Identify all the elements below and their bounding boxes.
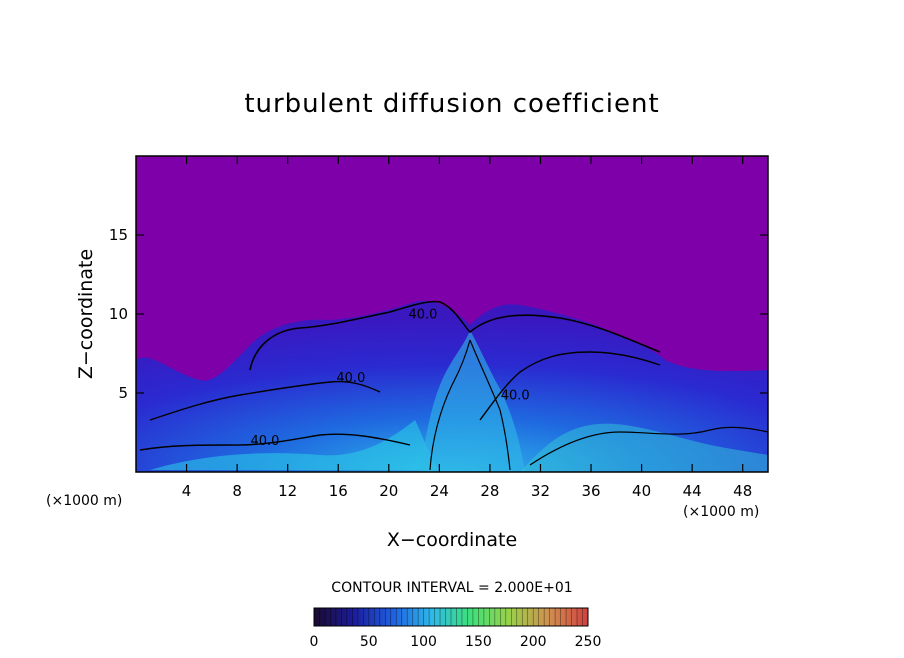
x-tick-label: 8 xyxy=(232,482,242,500)
y-tick-label: 15 xyxy=(109,226,128,244)
contour-40-mid xyxy=(149,380,381,421)
x-tick-label: 4 xyxy=(182,482,192,500)
y-axis-ticks: 5 10 15 xyxy=(109,226,768,402)
right-surface-turbulence xyxy=(520,423,768,472)
x-tick-label: 28 xyxy=(480,482,499,500)
colorbar-tick-label: 50 xyxy=(360,634,378,650)
contour-40-lower xyxy=(139,433,411,451)
y-tick-label: 5 xyxy=(118,384,128,402)
contour-surface xyxy=(529,426,768,466)
contour-40-right xyxy=(479,351,661,421)
contour-label: 40.0 xyxy=(408,308,437,323)
contour-label: 40.0 xyxy=(501,388,530,403)
colorbar: 0 50 100 150 200 250 xyxy=(310,607,602,650)
x-axis-ticks: 4 8 12 16 20 24 28 32 36 40 44 48 xyxy=(182,156,752,500)
x-tick-label: 16 xyxy=(329,482,348,500)
colorbar-tick-label: 200 xyxy=(520,634,547,650)
x-axis-title: X−coordinate xyxy=(387,529,517,551)
x-tick-label: 12 xyxy=(278,482,297,500)
contour-labels: 40.0 40.0 40.0 40.0 xyxy=(250,308,529,449)
colorbar-tick-label: 0 xyxy=(310,634,319,650)
colorbar-tick-labels: 0 50 100 150 200 250 xyxy=(310,634,602,650)
x-axis-unit-right: (×1000 m) xyxy=(683,504,759,520)
contour-updraft xyxy=(429,339,511,471)
x-tick-label: 24 xyxy=(430,482,449,500)
colorbar-frame xyxy=(313,607,589,627)
x-tick-label: 32 xyxy=(531,482,550,500)
x-tick-label: 20 xyxy=(379,482,398,500)
colorbar-tick-label: 250 xyxy=(575,634,602,650)
contour-interval-label: CONTOUR INTERVAL = 2.000E+01 xyxy=(331,580,572,596)
x-tick-label: 48 xyxy=(733,482,752,500)
central-updraft xyxy=(420,330,525,472)
contour-label: 40.0 xyxy=(336,371,365,386)
plot-area xyxy=(136,156,768,472)
x-axis-unit-left: (×1000 m) xyxy=(46,493,122,509)
x-tick-label: 44 xyxy=(683,482,702,500)
colorbar-tick-label: 150 xyxy=(465,634,492,650)
chart-title: turbulent diffusion coefficient xyxy=(244,89,659,119)
lower-turbulent-layer xyxy=(150,420,440,470)
y-axis-title: Z−coordinate xyxy=(75,249,97,379)
y-tick-label: 10 xyxy=(109,305,128,323)
colorbar-tick-label: 100 xyxy=(410,634,437,650)
contour-label: 40.0 xyxy=(250,434,279,449)
contour-40-outer xyxy=(249,300,661,371)
x-tick-label: 36 xyxy=(581,482,600,500)
colorbar-stripes xyxy=(319,608,583,626)
x-tick-label: 40 xyxy=(632,482,651,500)
